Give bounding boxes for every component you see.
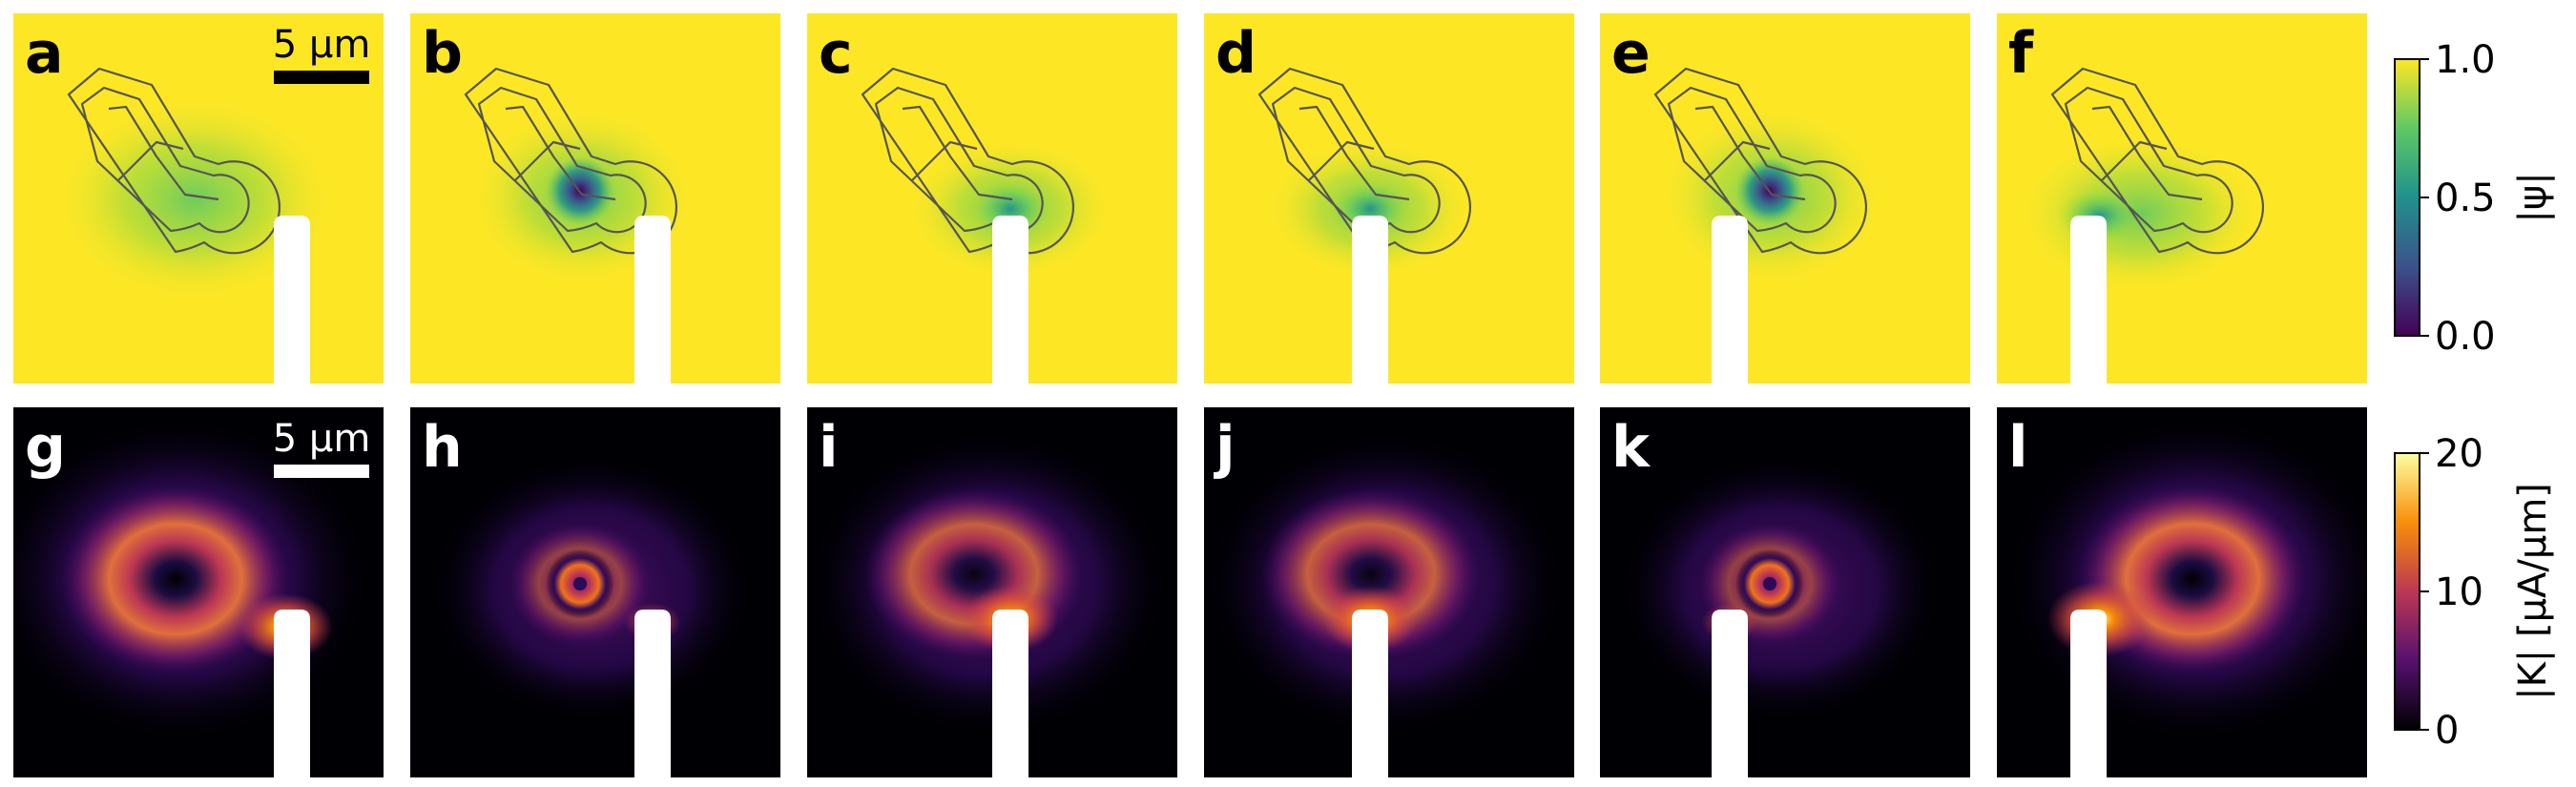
panel-label: j: [1214, 414, 1236, 481]
scale-bar: 5 μm: [273, 417, 371, 478]
panel-b: b: [410, 13, 780, 383]
panel-d: d: [1204, 13, 1574, 383]
colorbar-tick-label: 0.0: [2435, 315, 2496, 359]
probe-tip: [2070, 610, 2107, 777]
scale-bar-label: 5 μm: [273, 23, 371, 67]
panel-i: i: [807, 407, 1177, 777]
colorbar-gradient: [2394, 452, 2420, 731]
colorbar-tick-label: 10: [2435, 570, 2483, 614]
panel-h: h: [410, 407, 780, 777]
current-ring: [61, 484, 290, 674]
probe-tip: [2070, 216, 2107, 383]
panel-j: j: [1204, 407, 1574, 777]
probe-tip: [1352, 610, 1388, 777]
colorbar-label: |K| [μA/μm]: [2511, 483, 2555, 700]
panel-label: l: [2008, 414, 2028, 481]
colorbar-label: |ψ|: [2511, 172, 2555, 222]
probe-tip: [1712, 216, 1748, 383]
panel-label: f: [2008, 20, 2034, 87]
current-ring: [1261, 488, 1481, 660]
panel-k: k: [1600, 407, 1970, 777]
probe-tip: [992, 216, 1028, 383]
panel-label: b: [422, 20, 463, 87]
device-outline: [1653, 67, 1868, 255]
panel-f: f: [1997, 13, 2367, 383]
colorbar-gradient: [2394, 58, 2420, 337]
colorbar-tick-label: 20: [2435, 432, 2483, 476]
probe-tip: [634, 216, 671, 383]
panel-l: l: [1997, 407, 2367, 777]
device-outline: [2050, 67, 2265, 255]
probe-tip: [1352, 216, 1388, 383]
panel-label: g: [25, 414, 66, 481]
panel-label: a: [25, 20, 64, 87]
colorbar-psi: 1.0 0.5 0.0 |ψ|: [2394, 38, 2555, 359]
order-parameter-suppression: [52, 94, 338, 304]
colorbar-tick-label: 1.0: [2435, 38, 2496, 82]
panel-g: g 5 μm: [13, 407, 384, 777]
panel-label: e: [1611, 20, 1651, 87]
scale-bar-label: 5 μm: [273, 417, 371, 461]
colorbar-tick-label: 0: [2435, 709, 2459, 753]
tip-suppression: [970, 180, 1050, 238]
probe-tip: [992, 610, 1028, 777]
probe-tip: [634, 610, 671, 777]
probe-tip: [1712, 610, 1748, 777]
device-outline: [1257, 67, 1472, 255]
panel-label: i: [819, 414, 839, 481]
probe-tip: [274, 216, 310, 383]
probe-tip: [274, 610, 310, 777]
panel-a: a 5 μm: [13, 13, 384, 383]
vortex-center: [1763, 577, 1776, 590]
vortex-center: [573, 577, 587, 590]
colorbar-k: 20 10 0 |K| [μA/μm]: [2394, 432, 2555, 753]
colorbar-tick-label: 0.5: [2435, 176, 2496, 220]
panel-label: k: [1611, 414, 1652, 481]
panel-label: h: [422, 414, 463, 481]
panel-label: c: [819, 20, 853, 87]
panel-label: d: [1215, 20, 1257, 87]
panel-e: e: [1600, 13, 1970, 383]
scale-bar: 5 μm: [273, 23, 371, 84]
panel-c: c: [807, 13, 1177, 383]
